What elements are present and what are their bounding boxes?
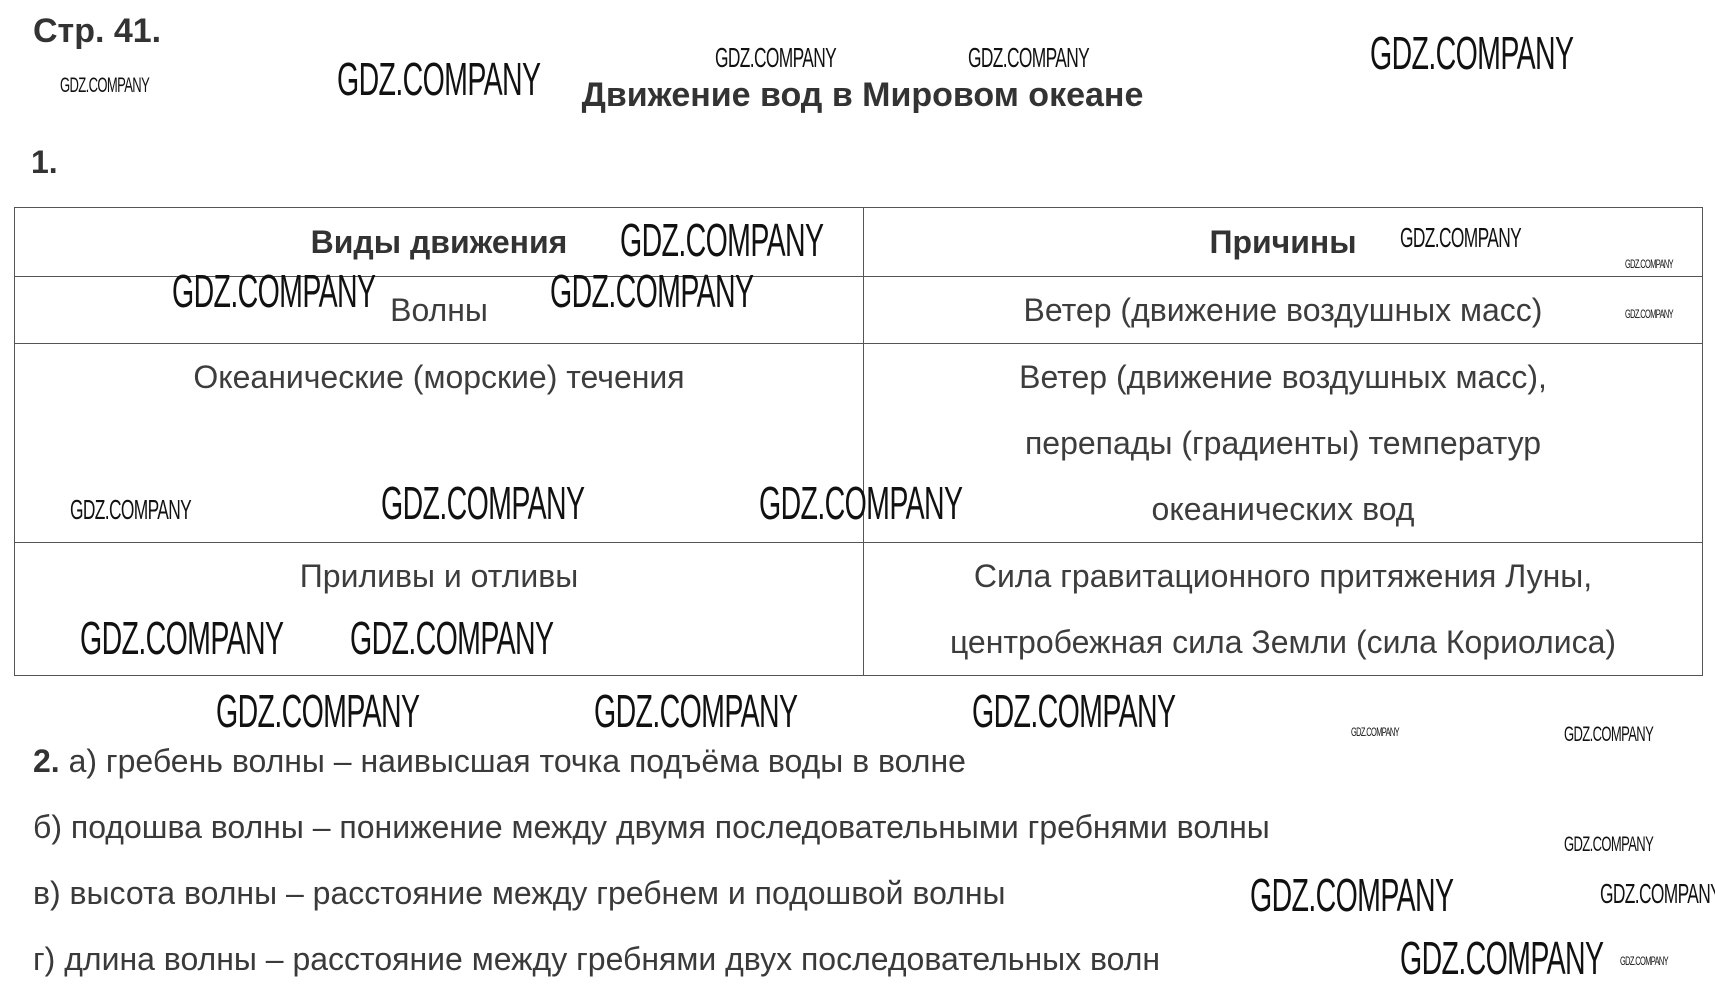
- watermark: GDZ.COMPANY: [350, 612, 554, 664]
- table-header-row: Виды движения Причины: [14, 207, 1703, 277]
- task-2-line-b: б) подошва волны – понижение между двумя…: [33, 809, 1270, 845]
- watermark: GDZ.COMPANY: [216, 685, 420, 737]
- cell-text: Приливы и отливы: [299, 558, 579, 594]
- cell-causes: Ветер (движение воздушных масс), перепад…: [863, 343, 1703, 543]
- watermark: GDZ.COMPANY: [1620, 954, 1669, 968]
- watermark: GDZ.COMPANY: [1600, 878, 1715, 909]
- watermark: GDZ.COMPANY: [1564, 833, 1654, 856]
- task-2-number: 2.: [33, 743, 60, 779]
- header-types: Виды движения: [14, 207, 864, 277]
- watermark: GDZ.COMPANY: [337, 53, 541, 105]
- cell-text: Сила гравитационного притяжения Луны,: [973, 558, 1593, 594]
- watermark: GDZ.COMPANY: [759, 477, 963, 529]
- movement-table: Виды движения Причины Волны Ветер (движе…: [14, 207, 1703, 676]
- cell-causes: Сила гравитационного притяжения Луны, це…: [863, 542, 1703, 676]
- watermark: GDZ.COMPANY: [620, 214, 824, 266]
- task-2-line-d: г) длина волны – расстояние между гребня…: [33, 941, 1161, 977]
- watermark: GDZ.COMPANY: [1351, 725, 1400, 739]
- table-row: Океанические (морские) течения Ветер (дв…: [14, 343, 1703, 543]
- task-2-line-a: 2. а) гребень волны – наивысшая точка по…: [33, 743, 966, 780]
- watermark: GDZ.COMPANY: [715, 42, 837, 73]
- table-row: Приливы и отливы Сила гравитационного пр…: [14, 542, 1703, 676]
- cell-type: Волны: [14, 276, 864, 344]
- watermark: GDZ.COMPANY: [172, 265, 376, 317]
- watermark: GDZ.COMPANY: [972, 685, 1176, 737]
- watermark: GDZ.COMPANY: [968, 42, 1090, 73]
- cell-text: центробежная сила Земли (сила Кориолиса): [949, 624, 1617, 660]
- line-text: а) гребень волны – наивысшая точка подъё…: [68, 743, 966, 779]
- page-title: Движение вод в Мировом океане: [581, 76, 1144, 114]
- watermark: GDZ.COMPANY: [381, 477, 585, 529]
- cell-text: океанических вод: [1151, 491, 1415, 527]
- watermark: GDZ.COMPANY: [80, 612, 284, 664]
- cell-causes: Ветер (движение воздушных масс): [863, 276, 1703, 344]
- watermark: GDZ.COMPANY: [594, 685, 798, 737]
- watermark: GDZ.COMPANY: [1625, 257, 1674, 271]
- header-causes: Причины: [863, 207, 1703, 277]
- watermark: GDZ.COMPANY: [1625, 307, 1674, 321]
- cell-type: Приливы и отливы: [14, 542, 864, 676]
- watermark: GDZ.COMPANY: [1250, 869, 1454, 921]
- cell-text: перепады (градиенты) температур: [1024, 425, 1542, 461]
- watermark: GDZ.COMPANY: [60, 74, 150, 97]
- watermark: GDZ.COMPANY: [550, 265, 754, 317]
- cell-text: Ветер (движение воздушных масс),: [1019, 359, 1547, 395]
- task-1-number: 1.: [31, 144, 58, 180]
- watermark: GDZ.COMPANY: [70, 494, 192, 525]
- cell-text: Ветер (движение воздушных масс): [1023, 292, 1543, 328]
- cell-text: Волны: [390, 292, 488, 328]
- page-reference: Стр. 41.: [33, 12, 162, 50]
- task-2-line-c: в) высота волны – расстояние между гребн…: [33, 875, 1006, 911]
- watermark: GDZ.COMPANY: [1400, 222, 1522, 253]
- cell-text: Океанические (морские) течения: [193, 359, 685, 395]
- watermark: GDZ.COMPANY: [1370, 27, 1574, 79]
- watermark: GDZ.COMPANY: [1400, 932, 1604, 984]
- watermark: GDZ.COMPANY: [1564, 723, 1654, 746]
